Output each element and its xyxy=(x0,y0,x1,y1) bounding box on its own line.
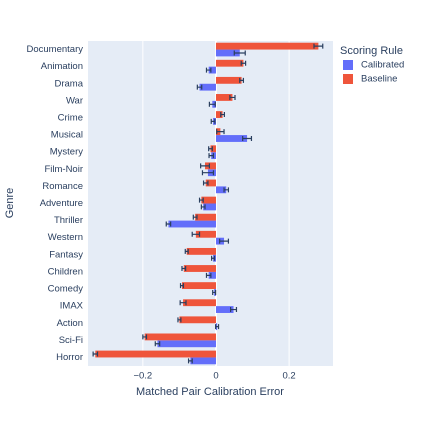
bar xyxy=(157,340,216,348)
error-bar xyxy=(200,204,206,210)
error-bar xyxy=(191,231,201,237)
error-bar xyxy=(219,238,230,244)
error-bar xyxy=(196,84,203,90)
bar xyxy=(201,196,216,204)
error-bar xyxy=(240,60,247,66)
y-tick-label: Romance xyxy=(42,181,83,192)
y-tick-label: War xyxy=(66,95,83,106)
error-bar xyxy=(210,118,216,124)
error-bar xyxy=(215,324,220,330)
x-tick-label: 0.2 xyxy=(283,371,296,382)
bar xyxy=(168,220,216,228)
bar xyxy=(215,42,319,50)
y-tick-label: Adventure xyxy=(40,198,83,209)
y-tick-label: Mystery xyxy=(50,147,84,158)
y-tick-label: Crime xyxy=(58,112,83,123)
error-bar xyxy=(230,307,238,313)
error-bar xyxy=(208,153,215,159)
error-bar xyxy=(201,170,215,176)
bar xyxy=(183,265,216,272)
bar xyxy=(215,306,234,313)
error-bar xyxy=(210,255,216,261)
error-bar xyxy=(202,180,209,186)
y-tick-label: Animation xyxy=(41,61,83,72)
bar xyxy=(183,299,216,307)
error-bar xyxy=(233,50,246,56)
y-tick-label: Children xyxy=(48,266,83,277)
error-bar xyxy=(208,146,213,152)
bar xyxy=(210,145,216,153)
bar xyxy=(179,316,216,324)
error-bar xyxy=(223,187,230,193)
y-tick-label: Action xyxy=(57,318,83,329)
bar xyxy=(208,271,216,279)
y-tick-label: Comedy xyxy=(48,284,84,295)
legend-swatch xyxy=(343,60,353,70)
bar xyxy=(215,186,227,194)
error-bar xyxy=(198,197,204,203)
error-bar xyxy=(200,163,211,169)
bar xyxy=(144,333,216,341)
error-bar xyxy=(142,334,148,340)
bar xyxy=(181,282,216,290)
y-tick-label: Fantasy xyxy=(49,249,83,260)
error-bar xyxy=(220,112,225,118)
error-bar xyxy=(239,77,245,83)
error-bar xyxy=(181,266,187,271)
bar xyxy=(215,135,248,142)
error-bar xyxy=(205,272,212,278)
error-bar xyxy=(212,289,217,295)
y-tick-label: Horror xyxy=(56,352,83,363)
legend-swatch xyxy=(343,74,353,84)
error-bar xyxy=(165,221,172,227)
bar xyxy=(95,350,216,358)
y-tick-label: Drama xyxy=(54,78,83,89)
y-tick-label: Film-Noir xyxy=(44,164,83,175)
legend-label: Baseline xyxy=(361,74,397,85)
error-bar xyxy=(179,300,187,306)
bar xyxy=(215,111,223,118)
error-bar xyxy=(187,358,193,364)
error-bar xyxy=(229,94,236,100)
y-tick-label: IMAX xyxy=(60,301,84,312)
x-tick-label: 0 xyxy=(213,371,218,382)
bar xyxy=(199,83,216,91)
bar xyxy=(215,59,244,67)
bar xyxy=(215,76,242,84)
x-axis-title: Matched Pair Calibration Error xyxy=(136,386,284,398)
error-bar xyxy=(242,136,253,141)
error-bar xyxy=(216,129,225,135)
error-bar xyxy=(179,283,185,289)
bar xyxy=(195,213,216,221)
bar xyxy=(203,203,216,211)
bar xyxy=(205,162,216,170)
bar xyxy=(190,357,216,365)
x-tick-label: −0.2 xyxy=(133,371,152,382)
legend-title: Scoring Rule xyxy=(340,45,403,57)
y-tick-label: Musical xyxy=(51,130,83,141)
y-tick-label: Sci-Fi xyxy=(59,335,83,346)
bar xyxy=(205,179,216,187)
y-axis-title: Genre xyxy=(4,188,16,219)
y-tick-label: Western xyxy=(48,232,83,243)
error-bar xyxy=(177,317,182,323)
error-bar xyxy=(192,214,198,220)
bar xyxy=(186,247,216,255)
error-bar xyxy=(154,341,161,347)
error-bar xyxy=(92,351,99,357)
error-bar xyxy=(205,67,212,73)
error-bar xyxy=(313,43,324,49)
bar xyxy=(195,230,216,238)
error-bar xyxy=(184,248,189,254)
y-tick-label: Thriller xyxy=(54,215,83,226)
y-tick-label: Documentary xyxy=(27,44,84,55)
bar xyxy=(215,94,233,101)
legend-label: Calibrated xyxy=(361,60,404,71)
bar xyxy=(208,66,216,74)
bar xyxy=(215,49,240,57)
error-bar xyxy=(208,101,216,107)
